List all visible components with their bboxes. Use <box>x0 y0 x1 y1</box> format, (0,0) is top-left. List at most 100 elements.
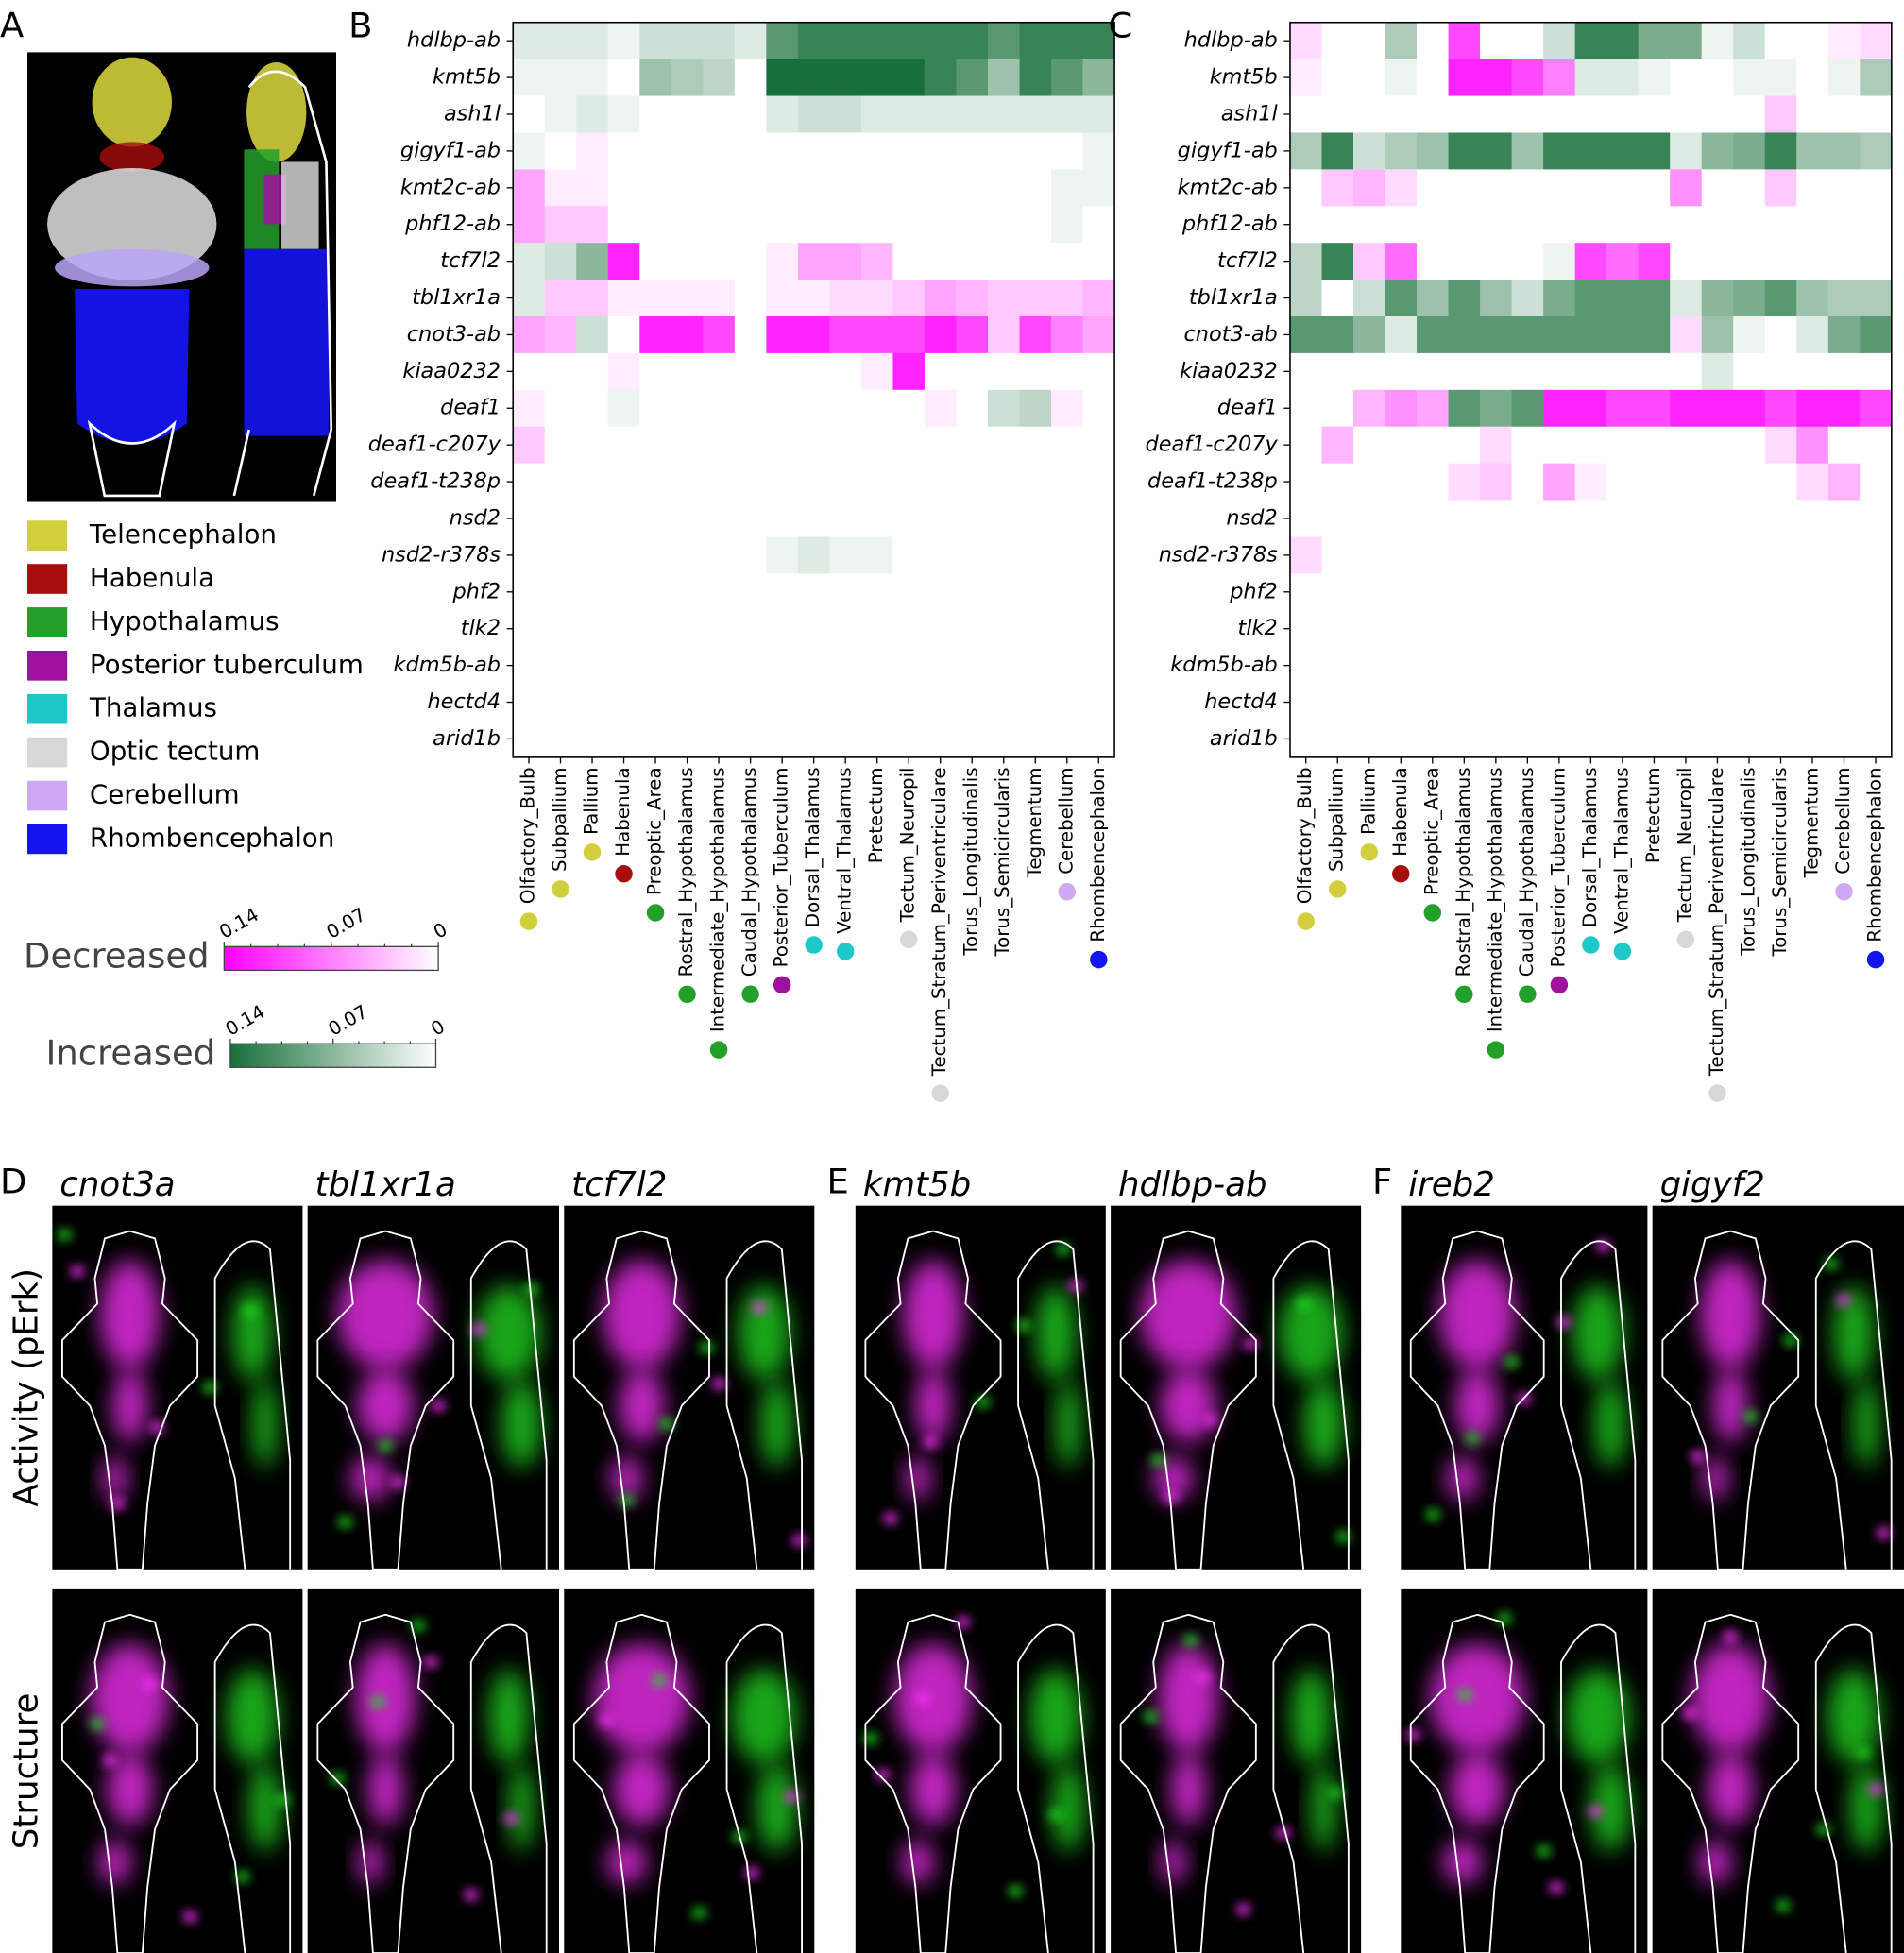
heatmap-cell <box>1321 352 1354 391</box>
signal-blob <box>915 1368 951 1442</box>
heatmap-cell <box>1082 463 1115 501</box>
heatmap-cell <box>987 206 1020 244</box>
heatmap-cell <box>1385 59 1418 96</box>
column-label: Rhombencephalon <box>1087 767 1109 942</box>
heatmap-cell <box>1082 684 1115 722</box>
heatmap-cell <box>860 280 893 317</box>
heatmap-cell <box>1082 206 1115 244</box>
heatmap-cell <box>860 95 893 133</box>
heatmap-cell <box>1796 95 1829 133</box>
speckle <box>523 1282 539 1296</box>
heatmap-cell <box>924 573 957 611</box>
heatmap-cell <box>1353 169 1386 207</box>
brain-outline <box>213 1623 292 1953</box>
heatmap-cell <box>987 95 1020 133</box>
heatmap-cell <box>1082 280 1115 317</box>
heatmap-cell <box>1321 536 1354 574</box>
heatmap-cell <box>860 389 893 428</box>
signal-blob <box>1833 1285 1875 1381</box>
heatmap-cell <box>734 352 767 391</box>
heatmap-cell <box>1448 389 1481 428</box>
signal-blob <box>1594 1380 1627 1468</box>
heatmap-cell <box>671 536 704 574</box>
heatmap-cell <box>1385 169 1418 207</box>
heatmap-cell <box>1051 720 1083 758</box>
heatmap-cell <box>829 169 862 207</box>
speckle <box>470 1323 486 1336</box>
brain-outline <box>316 1230 455 1571</box>
speckle <box>1465 1432 1480 1445</box>
heatmap-cell <box>860 684 893 722</box>
heatmap-cell <box>797 610 830 648</box>
heatmap-cell <box>1353 463 1386 501</box>
legend-swatch <box>27 824 68 855</box>
heatmap-cell <box>1289 720 1322 758</box>
heatmap-cell <box>1082 315 1115 354</box>
heatmap-cell <box>797 389 830 428</box>
heatmap-cell <box>987 500 1020 537</box>
heatmap-cell <box>639 720 672 758</box>
heatmap-cell <box>1733 647 1766 685</box>
heatmap-cell <box>1385 573 1418 611</box>
region-dot <box>931 1084 949 1102</box>
heatmap-cell <box>1051 132 1083 170</box>
heatmap-cell <box>1733 59 1766 96</box>
heatmap-cell <box>671 500 704 537</box>
heatmap-cell <box>1417 280 1449 317</box>
heatmap-cell <box>1019 352 1052 391</box>
heatmap-cell <box>1448 463 1481 501</box>
heatmap-cell <box>671 22 704 60</box>
heatmap-cell <box>576 315 609 354</box>
heatmap-cell <box>1860 352 1893 391</box>
heatmap-cell <box>829 573 862 611</box>
heatmap-cell <box>639 132 672 170</box>
row-label: nsd2 <box>1226 505 1277 530</box>
heatmap-cell <box>1543 169 1576 207</box>
heatmap-cell <box>860 573 893 611</box>
heatmap-cell <box>1764 426 1797 465</box>
heatmap-cell <box>1082 720 1115 758</box>
heatmap-cell <box>987 59 1020 96</box>
heatmap-cell <box>1764 280 1797 317</box>
brain-outline <box>61 1613 199 1953</box>
heatmap-cell <box>607 536 640 574</box>
heatmap-cell <box>1353 315 1386 354</box>
heatmap-cell <box>1543 720 1576 758</box>
row-label: hdlbp-ab <box>1184 28 1278 53</box>
heatmap-cell <box>1701 22 1734 60</box>
heatmap-cell <box>1417 610 1449 648</box>
heatmap-cell <box>1828 684 1861 722</box>
heatmap-cell <box>1417 720 1449 758</box>
heatmap-cell <box>1480 315 1512 354</box>
legend-swatch <box>27 737 68 768</box>
column-label: Rostral_Hypothalamus <box>675 767 697 976</box>
heatmap-cell <box>987 22 1020 60</box>
heatmap-cell <box>987 610 1020 648</box>
heatmap-cell <box>892 463 926 501</box>
heatmap-cell <box>1448 22 1481 60</box>
heatmap-cell <box>1860 426 1893 465</box>
heatmap-cell <box>892 500 926 537</box>
heatmap-cell <box>766 536 799 574</box>
speckle <box>1497 1612 1512 1625</box>
row-label: kiaa0232 <box>402 359 501 383</box>
heatmap-cell <box>1796 243 1829 280</box>
speckle <box>1536 1844 1552 1858</box>
heatmap-cell <box>639 389 672 428</box>
heatmap-cell <box>703 352 736 391</box>
heatmap-cell <box>639 95 672 133</box>
heatmap-cell <box>860 352 893 391</box>
heatmap-cell <box>734 720 767 758</box>
heatmap-cell <box>607 352 640 391</box>
heatmap-cell <box>1289 352 1322 391</box>
row-label: ash1l <box>444 102 502 127</box>
brain-outline <box>1017 1623 1095 1953</box>
heatmap-cell <box>1321 389 1354 428</box>
heatmap-cell <box>892 95 926 133</box>
heatmap-cell <box>1638 243 1671 280</box>
heatmap-cell <box>766 206 799 244</box>
heatmap-cell <box>1480 95 1512 133</box>
column-label: Pretectum <box>1642 767 1664 863</box>
heatmap-cell <box>766 500 799 537</box>
brain-outline <box>316 1613 455 1953</box>
